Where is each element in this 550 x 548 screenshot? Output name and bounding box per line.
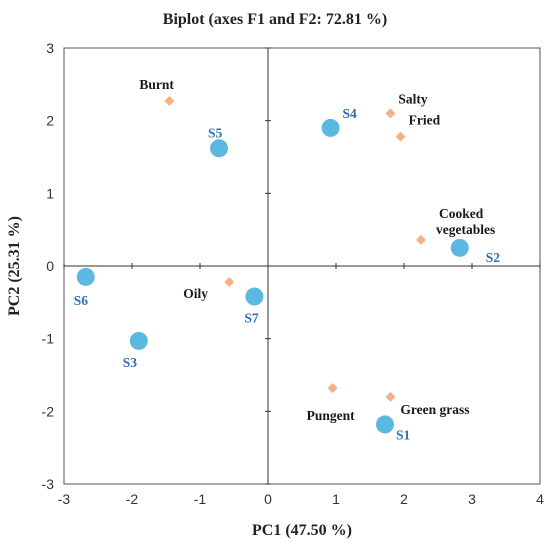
ticks-layer: -3 -2 -1 0 1 2 3 4 -3 -2 -1 0 1 2 3 <box>42 40 545 507</box>
y-tick-label: 0 <box>46 258 54 274</box>
variable-label-green-grass: Green grass <box>400 402 469 417</box>
observation-marker-s7 <box>245 287 264 306</box>
observation-label-s3: S3 <box>123 355 138 370</box>
variable-marker-oily <box>224 276 235 287</box>
x-axis-title: PC1 (47.50 %) <box>252 522 352 539</box>
variable-marker-burnt <box>164 96 175 107</box>
y-tick-label: -3 <box>42 476 55 492</box>
variable-marker-salty <box>385 108 396 119</box>
observation-marker-s1 <box>375 415 394 434</box>
y-tick-label: 2 <box>46 113 54 129</box>
observation-label-s2: S2 <box>486 250 501 265</box>
points-layer <box>76 96 469 434</box>
variable-label-oily: Oily <box>183 286 208 301</box>
observation-label-s7: S7 <box>244 311 259 326</box>
variable-marker-pungent <box>327 383 338 394</box>
y-tick-label: -2 <box>42 403 55 419</box>
x-tick-label: 3 <box>468 491 476 507</box>
x-tick-label: 0 <box>264 491 272 507</box>
chart-title: Biplot (axes F1 and F2: 72.81 %) <box>163 11 387 28</box>
variable-label-fried: Fried <box>409 113 441 128</box>
label-line: vegetables <box>436 222 495 237</box>
labels-layer: Burnt Salty Fried Cooked vegetables Oily Punge… <box>74 77 501 442</box>
observation-label-s5: S5 <box>208 125 223 140</box>
x-tick-label: 1 <box>332 491 340 507</box>
observation-marker-s6 <box>76 267 95 286</box>
observation-label-s4: S4 <box>343 106 358 121</box>
observation-marker-s3 <box>129 331 148 350</box>
variable-label-pungent: Pungent <box>307 408 356 423</box>
x-tick-label: 2 <box>400 491 408 507</box>
variable-marker-cooked-vegetables <box>416 234 426 245</box>
observation-label-s6: S6 <box>74 293 89 308</box>
axes-layer <box>64 48 540 484</box>
variable-label-cooked-vegetables: Cooked vegetables <box>436 206 495 237</box>
variable-marker-fried <box>395 131 406 142</box>
observation-marker-s2 <box>450 238 469 257</box>
variable-label-burnt: Burnt <box>139 77 174 92</box>
x-tick-label: -1 <box>194 491 207 507</box>
x-tick-label: -3 <box>58 491 71 507</box>
observation-marker-s5 <box>210 139 229 158</box>
y-tick-label: -1 <box>42 331 55 347</box>
y-axis-title: PC2 (25.31 %) <box>6 216 23 316</box>
x-tick-label: 4 <box>536 491 544 507</box>
x-tick-label: -2 <box>126 491 139 507</box>
label-line: Cooked <box>439 206 484 221</box>
y-tick-label: 1 <box>46 185 54 201</box>
y-tick-label: 3 <box>46 40 54 56</box>
variable-label-salty: Salty <box>398 91 428 106</box>
observation-marker-s4 <box>321 118 340 137</box>
observation-label-s1: S1 <box>396 427 411 442</box>
variable-marker-green-grass <box>385 391 396 402</box>
